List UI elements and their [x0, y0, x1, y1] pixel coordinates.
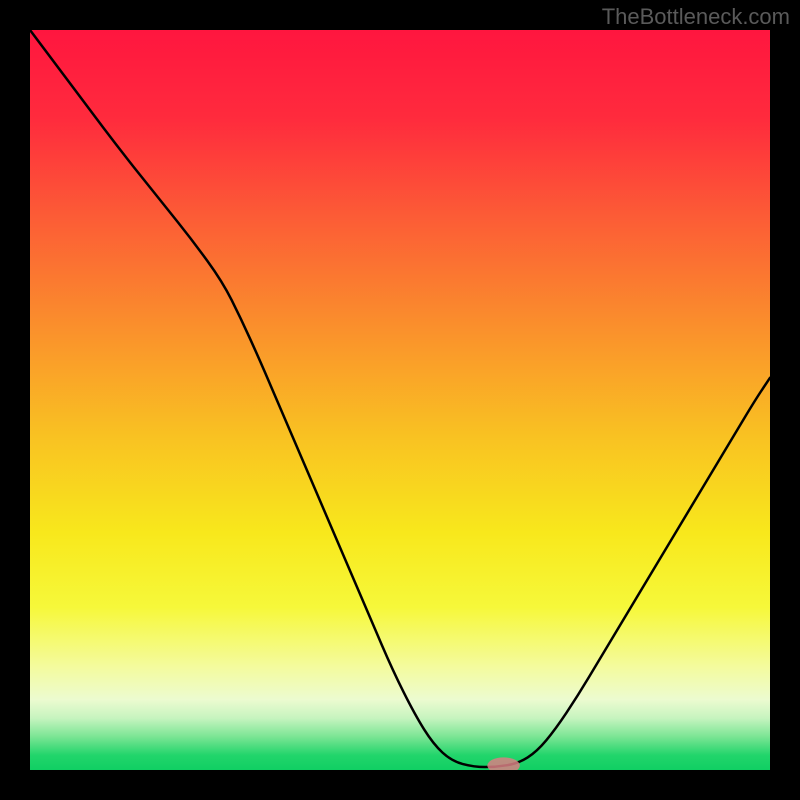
watermark-label: TheBottleneck.com — [602, 4, 790, 30]
chart-svg — [30, 30, 770, 770]
chart-background — [30, 30, 770, 770]
bottleneck-chart — [30, 30, 770, 770]
